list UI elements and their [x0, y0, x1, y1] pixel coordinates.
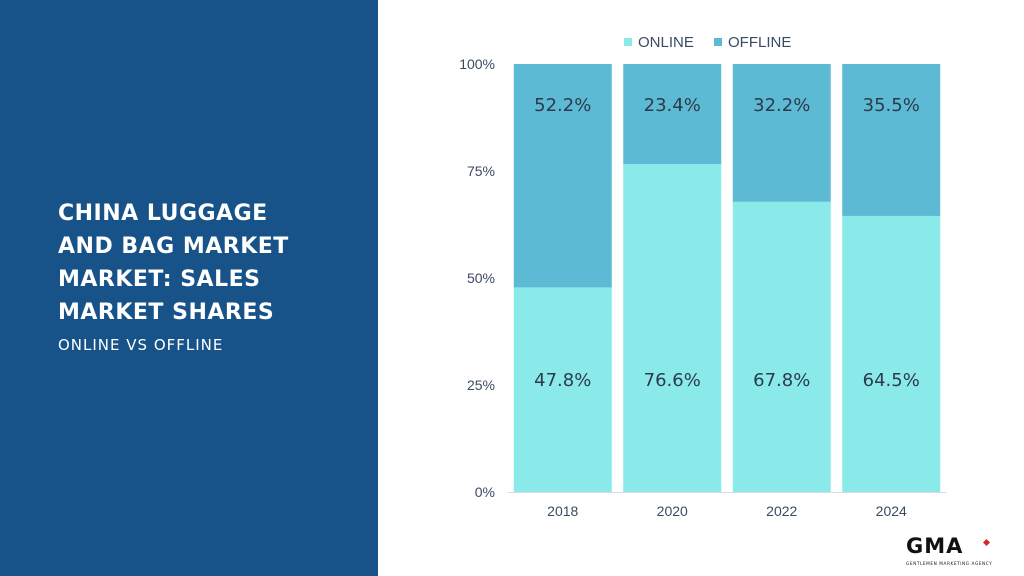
y-tick-label: 0%: [475, 484, 495, 500]
data-label-online-2018: 47.8%: [534, 370, 591, 391]
x-tick-label: 2022: [766, 503, 797, 519]
legend-swatch-online: [624, 38, 632, 46]
bar-online-2022: [732, 201, 831, 493]
legend-label-offline: OFFLINE: [728, 34, 791, 51]
logo-accent-icon: [982, 538, 991, 547]
left-panel: CHINA LUGGAGE AND BAG MARKET MARKET: SAL…: [0, 0, 378, 576]
y-tick-label: 50%: [467, 270, 495, 286]
page-title: CHINA LUGGAGE AND BAG MARKET MARKET: SAL…: [58, 201, 289, 325]
gma-logo: GMA GENTLEMEN MARKETING AGENCY: [906, 534, 996, 570]
data-label-offline-2024: 35.5%: [863, 95, 920, 116]
bar-offline-2018: [513, 64, 612, 288]
y-tick-label: 75%: [467, 163, 495, 179]
bar-online-2024: [842, 215, 941, 492]
y-tick-label: 100%: [459, 56, 495, 72]
bar-online-2018: [513, 287, 612, 492]
logo-tagline: GENTLEMEN MARKETING AGENCY: [906, 561, 993, 566]
bar-offline-2020: [623, 64, 722, 165]
x-tick-label: 2018: [547, 503, 578, 519]
legend-label-online: ONLINE: [638, 34, 694, 51]
data-label-online-2022: 67.8%: [753, 370, 810, 391]
bar-offline-2022: [732, 64, 831, 202]
bar-offline-2024: [842, 64, 941, 216]
data-label-online-2020: 76.6%: [644, 370, 701, 391]
y-tick-label: 25%: [467, 377, 495, 393]
data-label-online-2024: 64.5%: [863, 370, 920, 391]
x-tick-label: 2020: [657, 503, 688, 519]
bar-online-2020: [623, 164, 722, 493]
page-subtitle: ONLINE VS OFFLINE: [58, 336, 224, 354]
data-label-offline-2018: 52.2%: [534, 95, 591, 116]
data-label-offline-2022: 32.2%: [753, 95, 810, 116]
data-label-offline-2020: 23.4%: [644, 95, 701, 116]
logo-text: GMA: [906, 534, 964, 558]
legend-swatch-offline: [714, 38, 722, 46]
x-tick-label: 2024: [876, 503, 907, 519]
